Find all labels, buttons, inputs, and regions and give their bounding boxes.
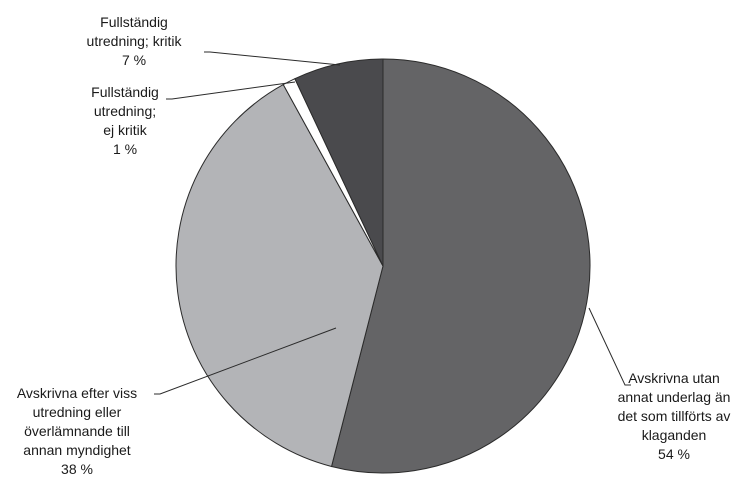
slice-label-line: ej kritik	[103, 122, 148, 138]
leader-line-4	[204, 51, 341, 66]
slice-label-line: Avskrivna utan	[628, 370, 720, 386]
slice-label-line: annan myndighet	[23, 442, 131, 458]
slice-label-line: utredning;	[94, 103, 156, 119]
slice-label-line: utredning eller	[33, 404, 122, 420]
pie-slice-2	[175, 83, 384, 468]
leader-line-2	[154, 327, 337, 395]
leader-line-3	[166, 81, 296, 100]
slice-label-2: Avskrivna efter viss utredning eller överl…	[17, 385, 137, 477]
slice-label-line: Fullständig	[91, 84, 159, 100]
leader-line-1	[588, 307, 631, 386]
slice-label-line: överlämnande till	[24, 423, 130, 439]
slice-labels: Avskrivna utan annat underlag än det som t…	[17, 14, 731, 477]
slice-label-4: Fullständig utredning; kritik 7 %	[87, 14, 183, 68]
pie-slice-4	[294, 58, 384, 267]
pie-slices	[175, 58, 591, 474]
slice-label-1: Avskrivna utan annat underlag än det som t…	[618, 370, 731, 462]
slice-label-line: Avskrivna efter viss	[17, 385, 137, 401]
slice-value-label: 54 %	[658, 446, 690, 462]
slice-value-label: 7 %	[122, 52, 146, 68]
slice-label-line: utredning; kritik	[87, 33, 183, 49]
pie-slice-1	[330, 58, 591, 474]
slice-value-label: 38 %	[61, 461, 93, 477]
slice-label-3: Fullständig utredning; ej kritik 1 %	[91, 84, 159, 157]
slice-label-line: klaganden	[642, 427, 707, 443]
slice-value-label: 1 %	[113, 141, 137, 157]
slice-label-line: annat underlag än	[618, 389, 731, 405]
leader-lines	[154, 51, 631, 395]
slice-label-line: Fullständig	[100, 14, 168, 30]
slice-label-line: det som tillförts av	[618, 408, 731, 424]
